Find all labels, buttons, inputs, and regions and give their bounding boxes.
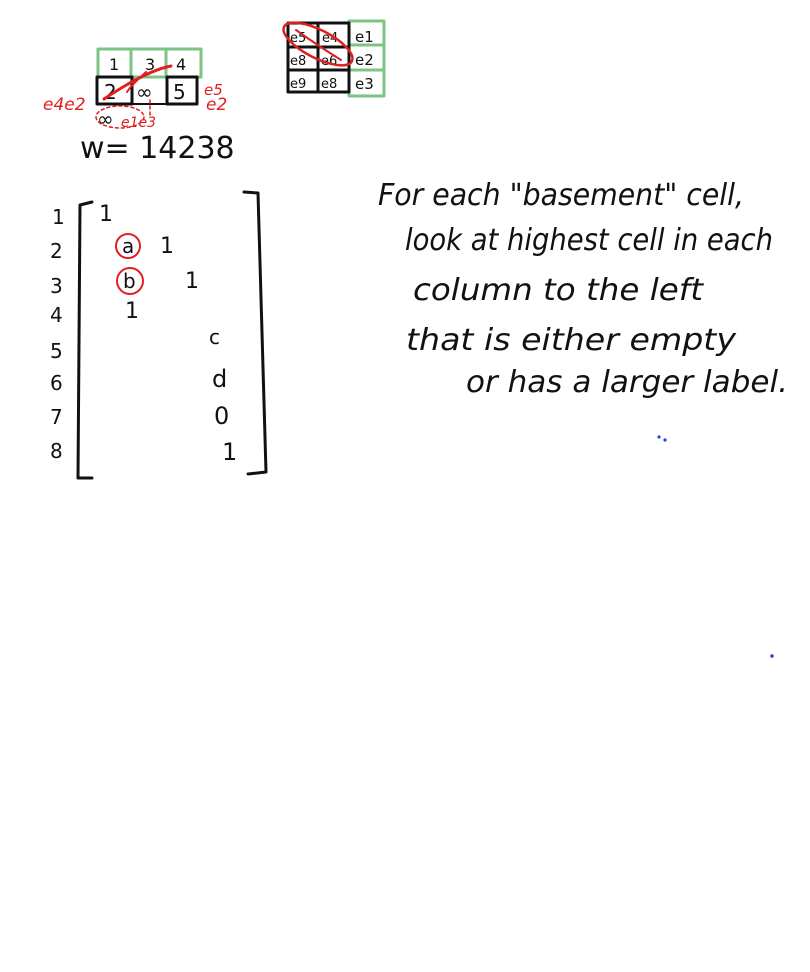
- grid-red-circle: [282, 21, 354, 67]
- stray-dot: [663, 438, 667, 442]
- row-label-5: 5: [50, 339, 63, 363]
- grid-r2c3: e2: [355, 51, 374, 69]
- entry-a-circle: [115, 233, 141, 259]
- note-line-5: or has a larger label.: [466, 365, 788, 400]
- edge-grid: e5 e4 e1 e8 e6 e2 e9 e8 e3: [282, 19, 386, 98]
- matrix-row-labels: 1 2 3 4 5 6 7 8: [50, 205, 65, 463]
- grid-r3c1: e9: [290, 77, 306, 92]
- note-line-3: column to the left: [413, 273, 704, 308]
- entry-zero: 0: [214, 402, 229, 430]
- matrix: 1 2 3 4 5 6 7 8 1 a 1 b 1 1 c d 0 1: [50, 190, 268, 480]
- red-strike-accent: [126, 71, 147, 93]
- row-label-6: 6: [50, 371, 63, 395]
- red-dotted-circle: [95, 105, 145, 129]
- red-label-right-bottom: e2: [206, 95, 227, 115]
- grid-r1c2: e4: [322, 31, 338, 46]
- entry-r1c1: 1: [99, 202, 113, 227]
- red-label-below: e1e3: [121, 115, 156, 131]
- entry-r2c2: 1: [160, 234, 174, 259]
- entry-d: d: [212, 365, 227, 393]
- note-line-2: look at highest cell in each: [405, 223, 773, 258]
- row-label-1: 1: [52, 205, 65, 229]
- entry-a: a: [122, 234, 134, 258]
- row-label-3: 3: [50, 274, 63, 298]
- entry-b-circle: [116, 267, 144, 295]
- row-label-7: 7: [50, 405, 63, 429]
- entry-r3c3: 1: [185, 269, 199, 294]
- tableau-r1c1: 1: [109, 55, 119, 74]
- row-label-4: 4: [50, 303, 63, 327]
- tableau-r2c2: ∞: [136, 80, 153, 104]
- stray-dot: [657, 435, 661, 439]
- row-label-8: 8: [50, 439, 63, 463]
- tableau-top-row-border: [96, 47, 203, 79]
- matrix-right-bracket: [242, 190, 268, 476]
- entry-one: 1: [222, 438, 237, 466]
- explanation-note: For each "basement" cell, look at highes…: [378, 178, 788, 400]
- tableau-below-cell: ∞: [97, 107, 114, 131]
- matrix-left-bracket: [76, 200, 94, 480]
- stray-dot: [770, 654, 774, 658]
- red-label-right-top: e5: [204, 81, 223, 99]
- note-line-4: that is either empty: [406, 323, 737, 358]
- entry-c: c: [209, 325, 220, 349]
- young-tableau: 1 3 4 2 ∞ 5 ∞ e4e2 e5 e2 e1e3: [43, 47, 227, 131]
- entry-b: b: [123, 269, 136, 293]
- row-label-2: 2: [50, 239, 63, 263]
- tableau-r1c3: 4: [176, 55, 186, 74]
- grid-r2c1: e8: [290, 54, 306, 69]
- grid-r3c2: e8: [321, 77, 337, 92]
- tableau-r2c3: 5: [173, 80, 186, 104]
- red-label-left: e4e2: [43, 95, 86, 115]
- tableau-r1c2: 3: [145, 55, 155, 74]
- weight-word: w= 14238: [80, 131, 235, 166]
- note-line-1: For each "basement" cell,: [378, 178, 744, 213]
- grid-r3c3: e3: [355, 75, 374, 93]
- grid-r1c3: e1: [355, 28, 374, 46]
- tableau-cell-5: [165, 75, 199, 106]
- entry-r4: 1: [125, 299, 139, 324]
